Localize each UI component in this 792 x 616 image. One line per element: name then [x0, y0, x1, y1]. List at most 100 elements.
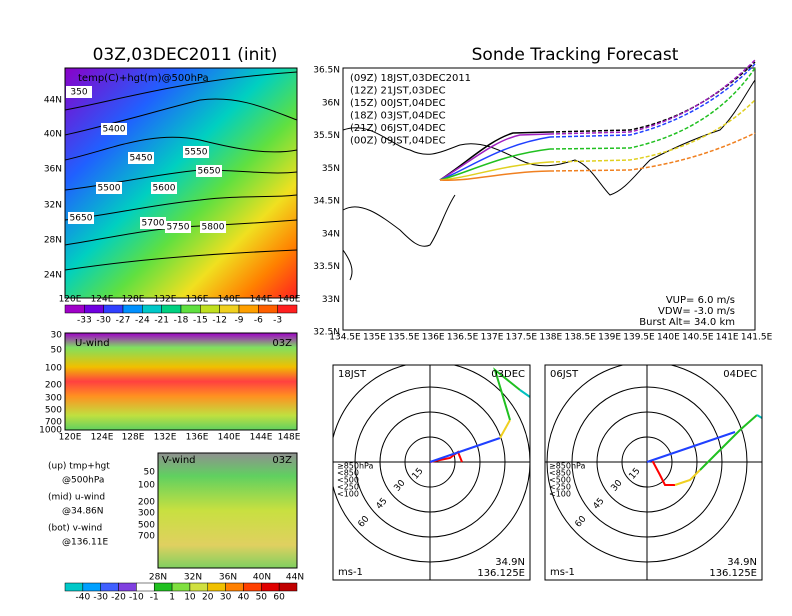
color-box: [100, 582, 119, 592]
level-legend: <100: [337, 490, 359, 499]
hodo-time: 18JST: [338, 369, 367, 380]
param: Burst Alt= 34.0 km: [639, 317, 735, 328]
y-tick-label: 50: [51, 346, 63, 356]
legend-entry: (15Z) 00JST,04DEC: [350, 98, 446, 109]
colorbar-label: -10: [129, 593, 144, 603]
y-tick-label: 32.5N: [313, 328, 340, 338]
unit-label: ms-1: [338, 567, 363, 578]
coastline: [342, 79, 756, 281]
color-box: [207, 582, 226, 592]
colorbar-label: -21: [154, 316, 169, 326]
contour-label: 5800: [202, 223, 225, 233]
level-legend: <850: [337, 469, 359, 478]
contour-label: 350: [70, 88, 87, 98]
x-tick-label: 138.5E: [564, 333, 596, 343]
x-tick-label: 136E: [186, 295, 209, 305]
colorbar-label: -27: [116, 316, 131, 326]
y-tick-label: 500: [138, 521, 155, 531]
x-tick-label: 141E: [716, 333, 739, 343]
x-tick-label: 140E: [218, 295, 241, 305]
x-tick-label: 140E: [657, 333, 680, 343]
color-box: [142, 304, 162, 314]
color-box: [66, 86, 92, 98]
panel-time: 03Z: [272, 338, 292, 349]
y-tick-label: 100: [138, 481, 155, 491]
y-tick-label: 1000: [39, 426, 62, 436]
colorbar-label: -6: [254, 316, 263, 326]
x-tick-label: 120E: [59, 433, 82, 443]
level-legend: <500: [549, 476, 571, 485]
param: VUP= 6.0 m/s: [666, 295, 735, 306]
color-box: [165, 221, 191, 233]
colorbar-label: -15: [193, 316, 208, 326]
legend-entry: (09Z) 18JST,03DEC2011: [350, 73, 471, 84]
level-legend: ≥850hPa: [337, 462, 374, 471]
note: (up) tmp+hgt: [48, 462, 110, 472]
colorbar-label: -20: [111, 593, 126, 603]
y-tick-label: 35.5N: [313, 131, 340, 141]
y-tick-label: 700: [138, 532, 155, 542]
x-tick-label: 137.5E: [506, 333, 538, 343]
y-tick-label: 34N: [322, 229, 340, 239]
x-tick-label: 120E: [59, 295, 82, 305]
x-tick-label: 148E: [278, 433, 301, 443]
ring-label: 15: [411, 466, 426, 481]
color-box: [180, 304, 201, 314]
color-box: [277, 304, 298, 314]
x-tick-label: 135E: [363, 333, 386, 343]
x-tick-label: 141.5E: [741, 333, 773, 343]
x-tick-label: 132E: [154, 433, 177, 443]
color-box: [151, 182, 177, 194]
note: (mid) u-wind: [48, 493, 105, 503]
panel-label: temp(C)+hgt(m)@500hPa: [78, 73, 209, 84]
color-box: [101, 123, 127, 135]
x-tick-label: 139E: [598, 333, 621, 343]
colorbar-label: 60: [273, 593, 285, 603]
contour-label: 5750: [167, 223, 190, 233]
x-tick-label: 138E: [539, 333, 562, 343]
color-box: [103, 304, 124, 314]
colorbar-label: 20: [202, 593, 214, 603]
x-tick-label: 136.5E: [447, 333, 479, 343]
panel-label: U-wind: [75, 338, 110, 349]
colorbar-label: -40: [75, 593, 90, 603]
colorbar-label: -3: [273, 316, 282, 326]
y-tick-label: 200: [45, 381, 62, 391]
x-tick-label: 132E: [154, 295, 177, 305]
ring-label: 45: [375, 496, 390, 511]
color-box: [243, 582, 262, 592]
x-tick-label: 136E: [422, 333, 445, 343]
x-tick-label: 36N: [219, 573, 237, 583]
color-box: [64, 582, 84, 592]
contour-label: 5450: [130, 154, 153, 164]
colorbar-label: 1: [169, 593, 175, 603]
level-legend: <100: [549, 490, 571, 499]
colorbar-label: -24: [135, 316, 150, 326]
y-tick-label: 500: [45, 406, 62, 416]
y-tick-label: 36N: [322, 98, 340, 108]
colorbar-label: -30: [93, 593, 108, 603]
hodo-date: 04DEC: [723, 369, 757, 380]
level-legend: <250: [549, 483, 571, 492]
colorbar-label: 10: [184, 593, 196, 603]
x-tick-label: 44N: [286, 573, 304, 583]
color-box: [122, 304, 143, 314]
y-tick-label: 36N: [44, 165, 62, 175]
contour-label: 5650: [70, 214, 93, 224]
contour-label: 5500: [98, 184, 121, 194]
color-box: [136, 582, 155, 592]
contour-label: 5600: [153, 184, 176, 194]
color-box: [238, 304, 259, 314]
u-wind-section: [64, 332, 298, 431]
x-tick-label: 128E: [122, 295, 145, 305]
note: @500hPa: [62, 476, 104, 486]
x-tick-label: 137E: [481, 333, 504, 343]
y-tick-label: 300: [45, 394, 62, 404]
panel-title: 03Z,03DEC2011 (init): [93, 45, 278, 65]
y-tick-label: 24N: [44, 271, 62, 281]
level-legend: <500: [337, 476, 359, 485]
legend-entry: (00Z) 09JST,04DEC: [350, 136, 446, 147]
color-box: [84, 304, 104, 314]
x-tick-label: 32N: [184, 573, 202, 583]
ring-label: 60: [357, 514, 372, 529]
